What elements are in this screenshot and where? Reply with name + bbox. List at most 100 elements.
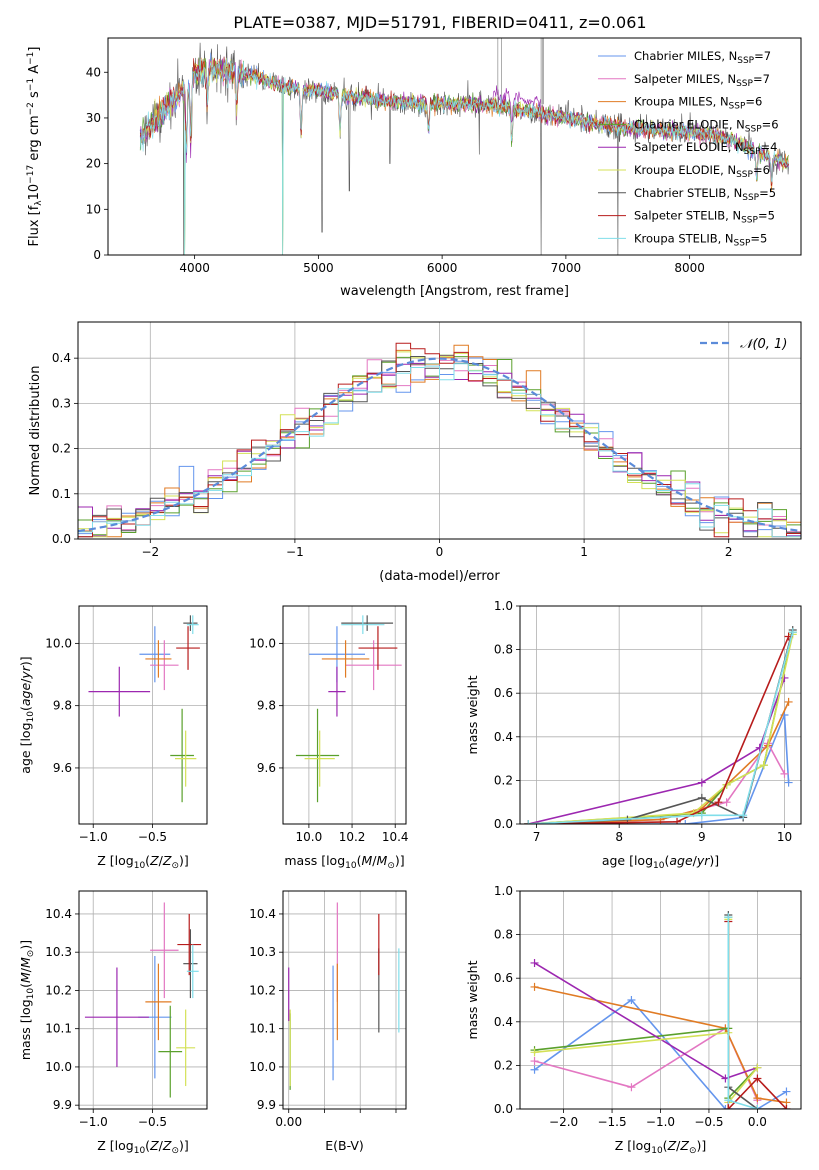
plot-area-age-weight — [524, 625, 797, 824]
histogram-series — [78, 342, 801, 538]
y-tick-label: 0.4 — [494, 1015, 513, 1029]
panel-Z-age: −1.0 −0.5 9.6 9.8 10.0 Z [log10​(Z/Z⊙​)] age [… — [18, 605, 208, 871]
x-tick-label: 6000 — [427, 261, 458, 275]
x-tick-label: 0.00 — [275, 1115, 302, 1129]
axes-frame — [107, 37, 802, 256]
weight-marker — [724, 1096, 733, 1105]
plot-area-EBV-mass — [288, 902, 400, 1090]
plot-area-Z-weight — [530, 910, 791, 1109]
panel-Z-weight: −2.0 −1.5 −1.0 −0.5 0.0 0.0 0.2 0.4 0.6 0.8 1.0 Z [… — [465, 884, 802, 1156]
y-tick-label: 0.4 — [52, 351, 71, 365]
errorbar-point — [183, 929, 198, 999]
errorbar-point — [341, 615, 394, 631]
panel-mass-age: 10.0 10.2 10.4 9.6 9.8 10.0 mass [log10​(M/M⊙​… — [249, 605, 409, 871]
weight-marker — [524, 820, 533, 824]
y-tick-label: 40 — [86, 65, 101, 79]
x-tick-label: 0.0 — [748, 1115, 767, 1129]
legend-label: Salpeter ELODIE, NSSP​=4 — [634, 140, 777, 157]
y-tick-label: 10.3 — [45, 945, 72, 959]
weight-marker — [530, 1048, 539, 1057]
gridlines-EBV-mass — [283, 891, 406, 1109]
y-tick-label: 9.9 — [53, 1098, 72, 1112]
gridlines-mass-age — [283, 606, 406, 824]
y-tick-label: 10 — [86, 202, 101, 216]
errorbar-point — [84, 967, 149, 1067]
weight-marker — [724, 1105, 733, 1109]
y-tick-label: 0.8 — [494, 928, 513, 942]
panel-EBV-mass: 0.00 9.9 10.0 10.1 10.2 10.3 10.4 E(B-V) — [249, 890, 407, 1153]
spectrum-series-line — [139, 58, 789, 255]
y-tick-label: 10.4 — [249, 907, 276, 921]
x-tick-label: −1.0 — [79, 830, 108, 844]
x-tick-label: −0.5 — [694, 1115, 723, 1129]
y-tick-label: 10.3 — [249, 945, 276, 959]
y-tick-label: 0.8 — [494, 643, 513, 657]
axes-frame — [78, 890, 208, 1110]
weight-series-line — [534, 917, 758, 1101]
weight-marker — [530, 1065, 539, 1074]
weight-series-line — [528, 636, 790, 824]
legend-label: Kroupa MILES, NSSP​=6 — [634, 95, 762, 112]
y-tick-label: 0.0 — [494, 817, 513, 831]
y-tick-label: 0.0 — [494, 1102, 513, 1116]
y-axis-label: mass [log10​(M/M⊙​)] — [18, 940, 36, 1060]
axes-frame — [78, 605, 208, 825]
panel-age-weight: 7 8 9 10 0.0 0.2 0.4 0.6 0.8 1.0 age [log10​(age/y… — [465, 599, 802, 871]
weight-series-line — [534, 986, 787, 1104]
axes-frame — [282, 605, 407, 825]
errorbar-point — [139, 626, 171, 683]
weight-series-line — [534, 919, 759, 1105]
weight-marker — [697, 811, 706, 820]
x-tick-label: 10.0 — [296, 830, 323, 844]
plot-area-spectrum — [139, 38, 789, 255]
x-tick-label: 1 — [580, 545, 588, 559]
x-tick-label: 10.4 — [382, 830, 409, 844]
x-tick-label: −2 — [141, 545, 159, 559]
x-axis-label: wavelength [Angstrom, rest frame] — [340, 284, 569, 299]
errorbar-point — [321, 640, 370, 678]
y-tick-label: 9.8 — [257, 699, 276, 713]
legend-label: Kroupa ELODIE, NSSP​=6 — [634, 163, 770, 180]
y-tick-label: 0.2 — [52, 442, 71, 456]
x-tick-label: 9 — [698, 830, 706, 844]
errorbar-point — [176, 1009, 196, 1087]
x-tick-label: 10 — [777, 830, 792, 844]
y-tick-label: 0.1 — [52, 487, 71, 501]
x-tick-label: 7000 — [551, 261, 582, 275]
x-axis-label: mass [log10​(M/M⊙​)] — [284, 853, 404, 871]
weight-marker — [753, 1074, 762, 1083]
errorbar-point — [158, 1005, 183, 1098]
axes-frame — [282, 890, 407, 1110]
weight-marker — [780, 769, 789, 778]
weight-marker — [753, 1063, 762, 1072]
weight-marker — [697, 793, 706, 802]
panel-spectrum: 4000 5000 6000 7000 8000 0 10 20 30 40 wavelength … — [26, 37, 802, 299]
plot-area-residuals — [78, 342, 801, 538]
weight-marker — [681, 820, 690, 824]
spectrum-legend: Chabrier MILES, NSSP​=7 Salpeter MILES, N… — [598, 49, 779, 248]
errorbar-point — [150, 640, 179, 691]
weight-marker — [784, 697, 793, 706]
panel-residuals: −2 −1 0 1 2 0.0 0.1 0.2 0.3 0.4 (data-model)/error… — [28, 321, 802, 584]
errorbar-point — [150, 902, 179, 999]
weight-series-line — [534, 998, 787, 1109]
y-tick-label: 10.1 — [249, 1022, 276, 1036]
errorbar-point — [295, 708, 340, 803]
y-tick-label: 0.6 — [494, 686, 513, 700]
x-tick-label: −0.5 — [138, 1115, 167, 1129]
weight-marker — [784, 778, 793, 787]
weight-marker — [627, 1083, 636, 1092]
weight-marker — [724, 913, 733, 922]
errorbar-point — [304, 730, 335, 787]
weight-marker — [788, 628, 797, 637]
y-tick-label: 10.2 — [249, 983, 276, 997]
x-axis-label: Z [log10​(Z/Z⊙​)] — [615, 1138, 707, 1156]
legend-label: Salpeter STELIB, NSSP​=5 — [634, 209, 775, 226]
errorbar-point — [170, 708, 194, 803]
weight-marker — [530, 982, 539, 991]
y-tick-label: 10.0 — [45, 1060, 72, 1074]
panel-Z-mass: −1.0 −0.5 9.9 10.0 10.1 10.2 10.3 10.4 Z [log10​… — [18, 890, 208, 1156]
weight-marker — [627, 996, 636, 1004]
x-tick-label: 10.2 — [339, 830, 366, 844]
legend-label: Chabrier MILES, NSSP​=7 — [634, 49, 771, 66]
